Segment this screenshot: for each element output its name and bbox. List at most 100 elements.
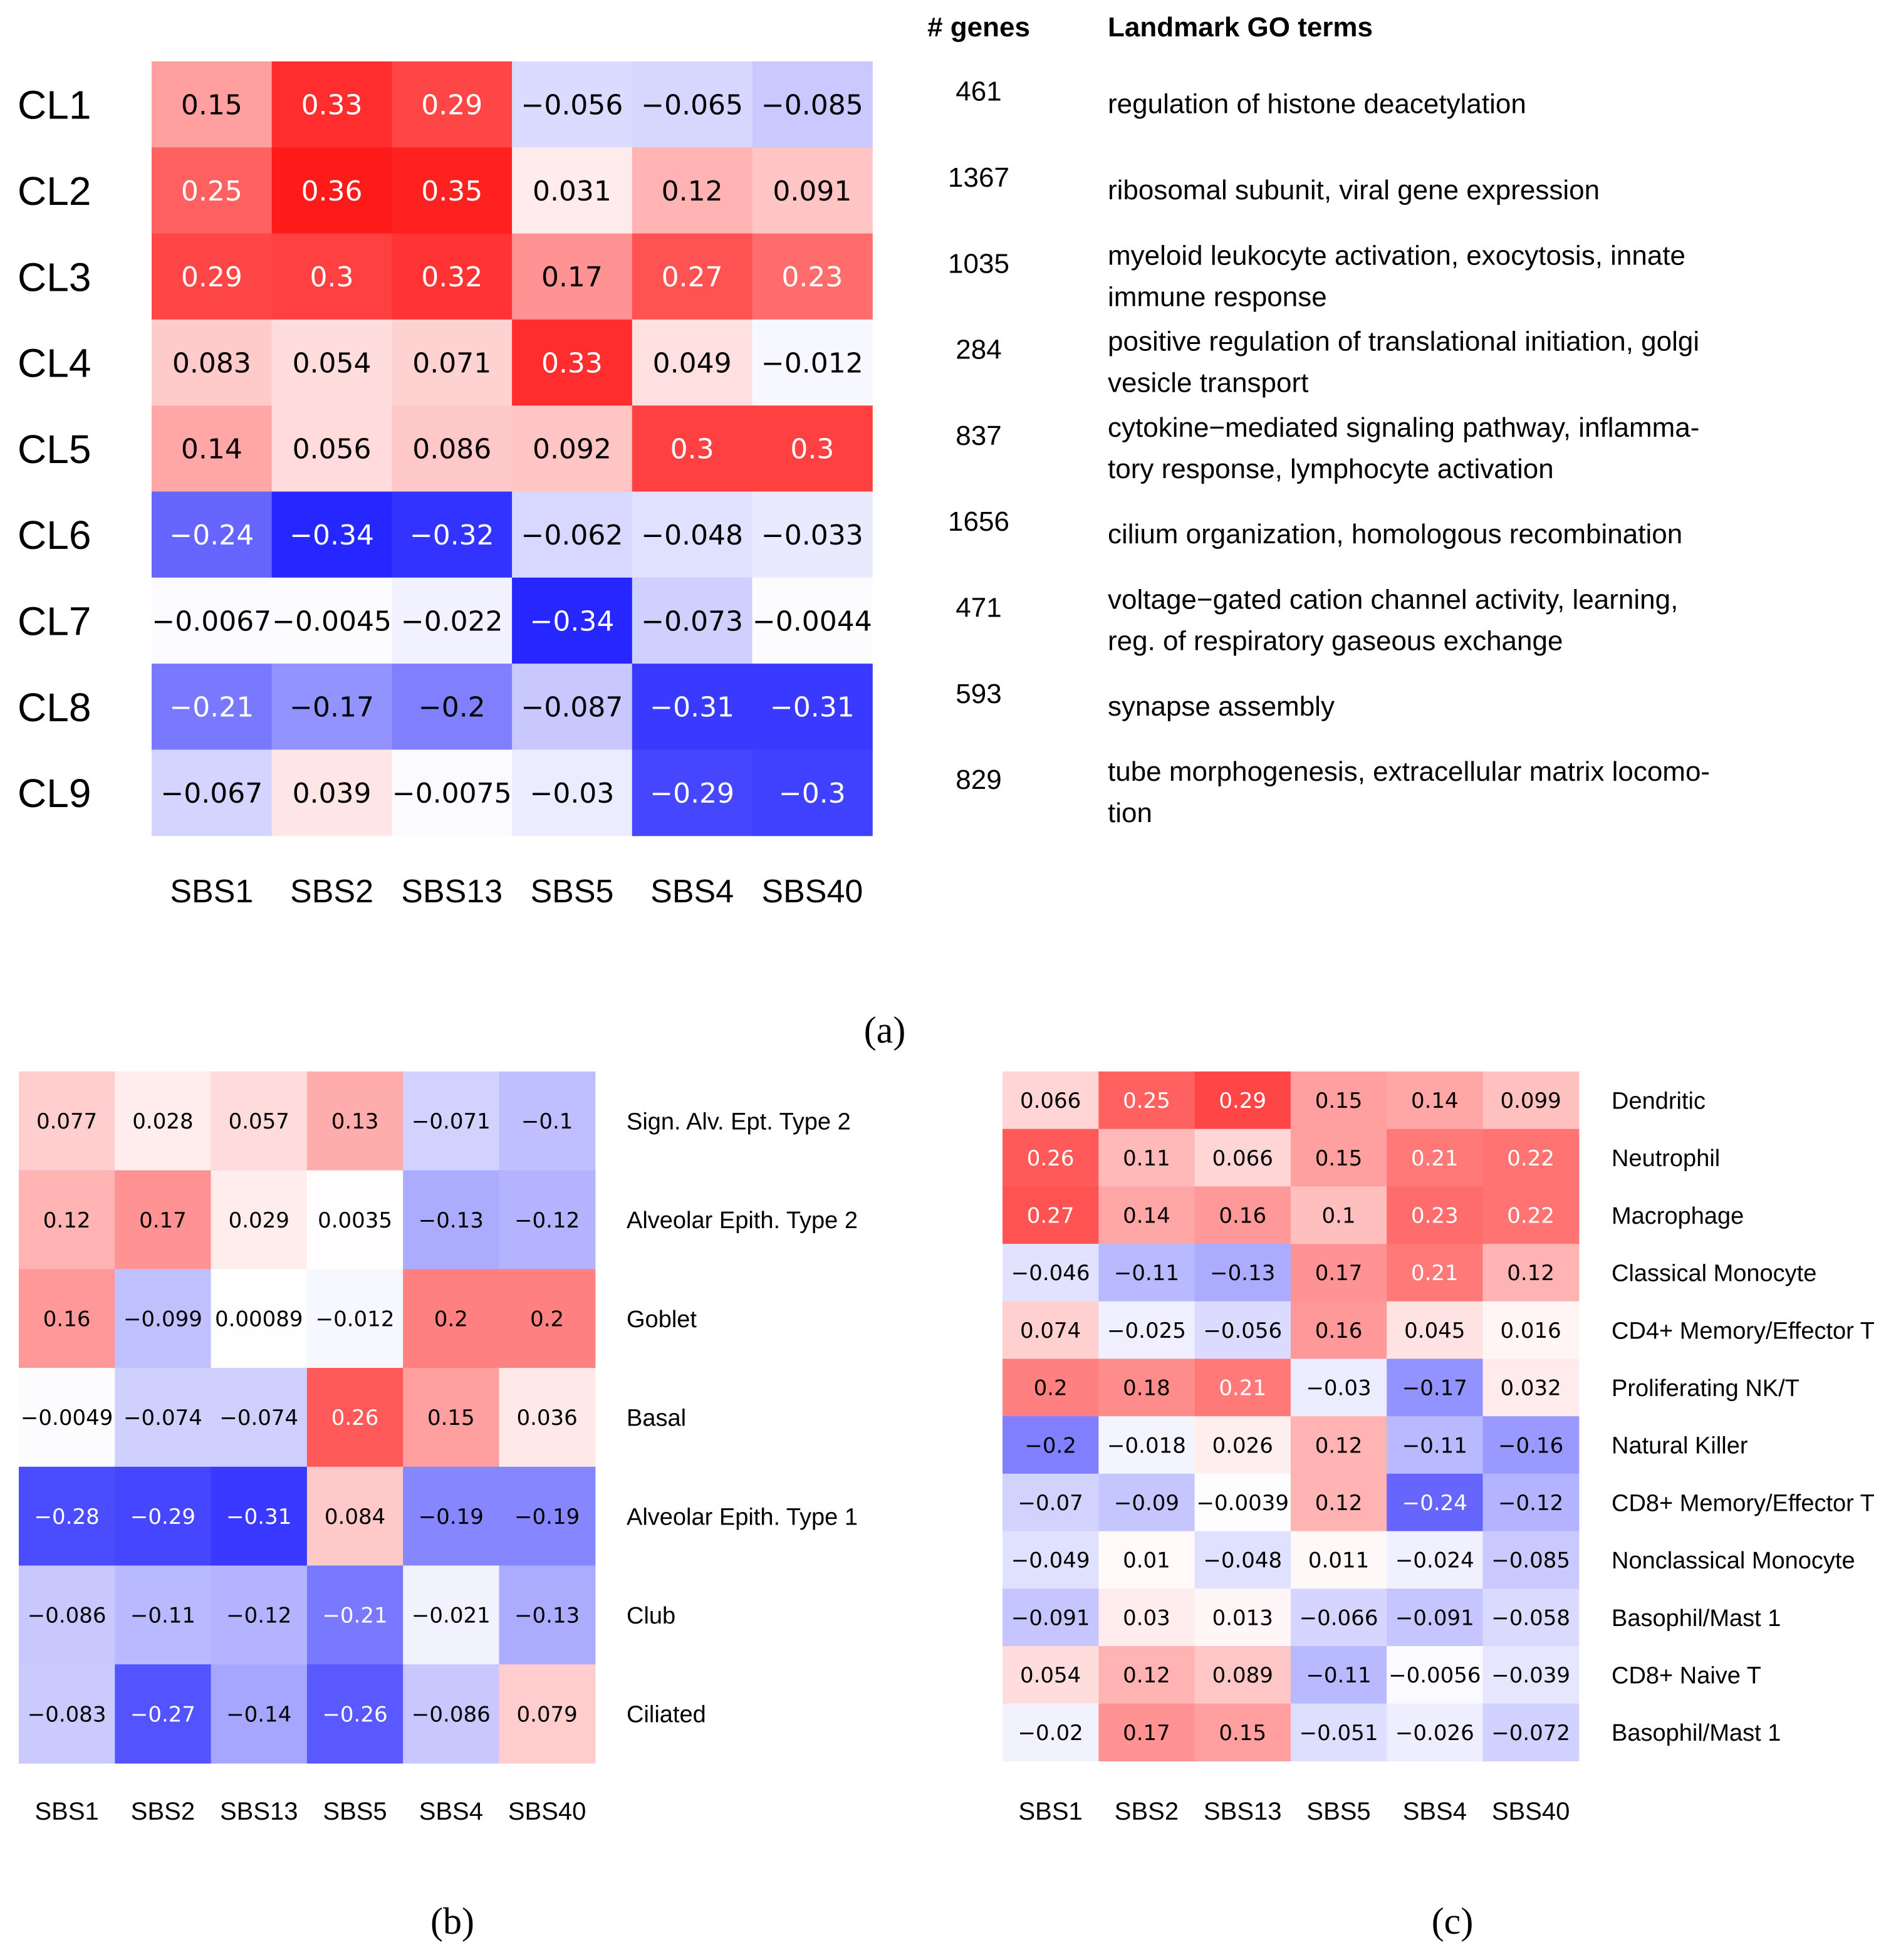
panel-b-col-label: SBS5: [323, 1798, 387, 1825]
panel-b-cell-r2-c6: [499, 1170, 596, 1269]
panel-c-value-label: 0.12: [1315, 1433, 1363, 1458]
panel-c-value-label: 0.22: [1507, 1146, 1555, 1171]
panel-c-value-label: 0.21: [1411, 1261, 1459, 1286]
panel-c-value-label: −0.11: [1402, 1433, 1467, 1458]
panel-c-value-label: 0.074: [1020, 1318, 1081, 1343]
panel-a-cell-r8-c5: [632, 664, 753, 750]
panel-b-cell-r2-c2: [115, 1170, 212, 1269]
panel-c-col-label: SBS13: [1204, 1798, 1282, 1825]
panel-b-cell-r3-c4: [306, 1269, 404, 1368]
panel-a-cell-r8-c2: [271, 664, 392, 750]
panel-c-value-label: −0.17: [1402, 1376, 1467, 1401]
panel-c-cell-r3-c1: [1003, 1186, 1099, 1244]
panel-a-cell-r5-c4: [512, 405, 633, 493]
panel-c-row-label: CD4+ Memory/Effector T: [1612, 1318, 1875, 1344]
panel-b-cell-r7-c4: [306, 1664, 404, 1764]
panel-c-value-label: 0.25: [1123, 1088, 1170, 1113]
panel-a-value-label: −0.033: [761, 519, 863, 551]
panel-a-value-label: −0.34: [289, 519, 374, 551]
panel-c-cell-r3-c2: [1098, 1186, 1195, 1244]
panel-c-value-label: −0.085: [1491, 1548, 1570, 1573]
panel-a-cell-r4-c6: [752, 319, 873, 406]
panel-c-value-label: 0.12: [1315, 1491, 1363, 1516]
panel-a-cell-r1-c5: [632, 61, 753, 148]
panel-c-value-label: −0.11: [1114, 1261, 1179, 1286]
panel-a-value-label: 0.33: [541, 347, 603, 379]
panel-a-cell-r2-c3: [392, 147, 513, 234]
panel-b-value-label: 0.17: [139, 1208, 187, 1233]
panel-b-cell-r1-c1: [19, 1071, 115, 1171]
panel-b-cell-r7-c2: [115, 1664, 212, 1764]
panel-c-value-label: −0.12: [1498, 1491, 1563, 1516]
panel-c-value-label: −0.039: [1491, 1663, 1570, 1688]
panel-c-value-label: 0.03: [1123, 1605, 1170, 1630]
panel-b-value-label: 0.077: [36, 1109, 97, 1134]
panel-b-cell-r4-c1: [19, 1368, 115, 1467]
panel-c-cell-r11-c4: [1290, 1646, 1387, 1704]
panel-a-value-label: 0.27: [662, 261, 723, 293]
panel-a-value-label: 0.039: [293, 778, 372, 810]
panel-a-value-label: 0.23: [781, 261, 843, 293]
panel-c-cell-r10-c1: [1003, 1588, 1099, 1647]
panel-c-value-label: 0.15: [1315, 1088, 1363, 1113]
panel-a-cell-r3-c1: [152, 233, 273, 320]
panel-a-cell-r3-c2: [271, 233, 392, 320]
panel-b-row-label: Basal: [627, 1405, 686, 1432]
panel-a-row-label: CL8: [18, 685, 91, 730]
go-term-line: voltage−gated cation channel activity, l…: [1108, 584, 1678, 615]
panel-c-cell-r10-c3: [1194, 1588, 1291, 1647]
panel-b-value-label: −0.13: [514, 1603, 580, 1629]
panel-c-col-label: SBS40: [1492, 1798, 1570, 1825]
panel-c-cell-r5-c3: [1194, 1301, 1291, 1360]
panel-c-value-label: 0.011: [1308, 1548, 1369, 1573]
panel-c-cell-r5-c6: [1482, 1301, 1580, 1360]
panel-c-cell-r7-c5: [1387, 1416, 1484, 1474]
panel-a-cell-r5-c6: [752, 405, 873, 493]
panel-a-cell-r6-c3: [392, 491, 513, 578]
panel-b-cell-r7-c5: [403, 1664, 500, 1764]
panel-c-value-label: 0.016: [1500, 1318, 1561, 1343]
gene-count: 829: [956, 764, 1001, 795]
panel-b-value-label: −0.12: [514, 1208, 580, 1233]
panel-c-cell-r11-c3: [1194, 1646, 1291, 1704]
panel-a-value-label: −0.048: [641, 519, 743, 551]
panel-a-cell-r8-c4: [512, 664, 633, 750]
panel-c-cell-r5-c1: [1003, 1301, 1099, 1360]
panel-a-col-label: SBS5: [530, 873, 613, 910]
panel-c-row-label: Classical Monocyte: [1612, 1261, 1816, 1287]
panel-c-value-label: 0.14: [1411, 1088, 1459, 1113]
panel-b-value-label: −0.099: [123, 1306, 202, 1332]
panel-b-value-label: 0.028: [132, 1109, 193, 1134]
panel-c-cell-r12-c5: [1387, 1703, 1484, 1761]
panel-c-cell-r6-c1: [1003, 1358, 1099, 1417]
panel-c-cell-r1-c6: [1482, 1071, 1580, 1130]
panel-c-cell-r7-c1: [1003, 1416, 1099, 1474]
panel-a-cell-r2-c5: [632, 147, 753, 234]
panel-b-value-label: 0.13: [331, 1109, 379, 1134]
panel-c-value-label: −0.049: [1011, 1548, 1090, 1573]
panel-b-cell-r5-c1: [19, 1466, 115, 1566]
go-term-line: ribosomal subunit, viral gene expression: [1108, 175, 1600, 206]
panel-b-cell-r5-c6: [499, 1466, 596, 1566]
panel-b-value-label: −0.28: [34, 1504, 100, 1530]
panel-a-cell-r9-c1: [152, 749, 273, 837]
panel-b-cell-r1-c5: [403, 1071, 500, 1171]
panel-a-cell-r5-c3: [392, 405, 513, 493]
panel-c-value-label: −0.091: [1395, 1605, 1474, 1630]
panel-c-value-label: −0.018: [1107, 1433, 1186, 1458]
panel-a-cell-r8-c3: [392, 664, 513, 750]
panel-a-value-label: −0.17: [289, 692, 374, 724]
panel-a-cell-r9-c3: [392, 749, 513, 837]
panel-b-value-label: 0.029: [229, 1208, 289, 1233]
panel-a-col-label: SBS2: [290, 873, 373, 910]
panel-a-col-label: SBS40: [761, 873, 863, 910]
panel-c-cell-r7-c3: [1194, 1416, 1291, 1474]
go-terms-header: Landmark GO terms: [1108, 12, 1373, 43]
panel-a-value-label: 0.32: [421, 261, 482, 293]
panel-b-row-label: Sign. Alv. Ept. Type 2: [627, 1109, 851, 1135]
panel-b-cell-r6-c5: [403, 1565, 500, 1665]
panel-c-cell-r3-c4: [1290, 1186, 1387, 1244]
panel-c-cell-r6-c3: [1194, 1358, 1291, 1417]
panel-a-cell-r4-c3: [392, 319, 513, 406]
panel-a-cell-r8-c1: [152, 664, 273, 750]
